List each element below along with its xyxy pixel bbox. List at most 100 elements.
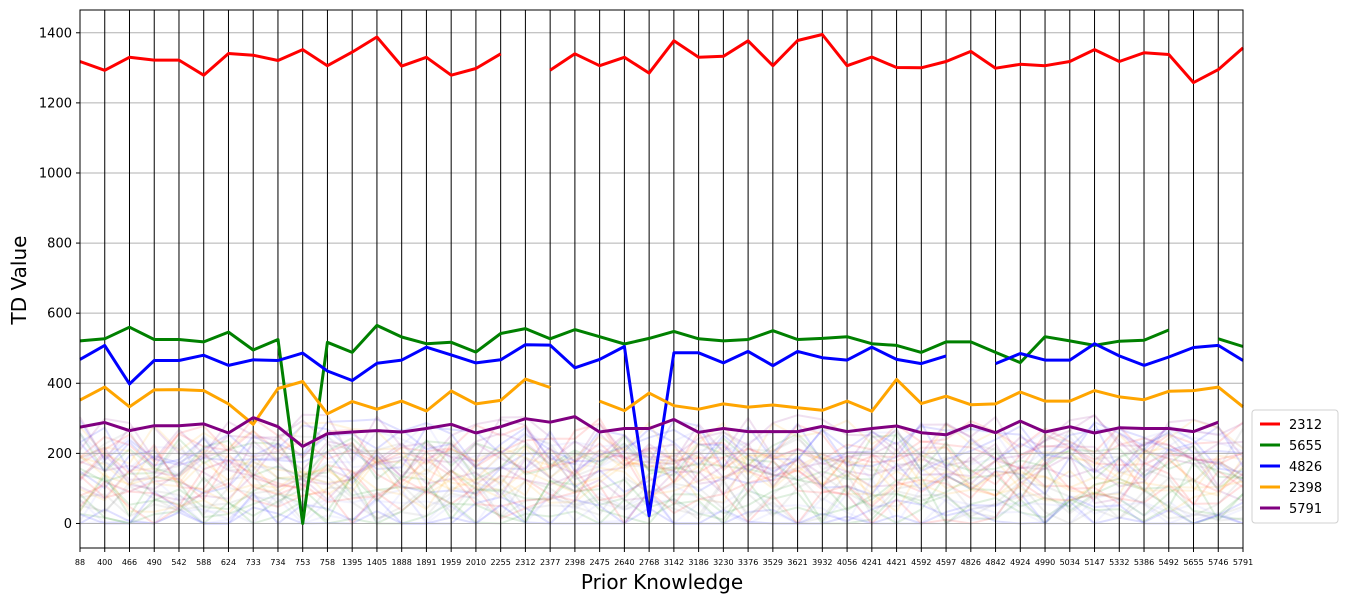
- x-tick-label: 5655: [1183, 558, 1203, 567]
- x-tick-label: 1888: [392, 558, 412, 567]
- x-tick-label: 734: [270, 558, 285, 567]
- background-line: [79, 474, 1244, 526]
- legend-box: [1251, 409, 1339, 524]
- background-line: [79, 472, 1244, 520]
- x-tick-label: 2398: [565, 558, 585, 567]
- x-tick-label: 4842: [985, 558, 1005, 567]
- x-tick-label: 5791: [1233, 558, 1253, 567]
- x-tick-label: 753: [295, 558, 310, 567]
- x-tick-label: 5147: [1084, 558, 1104, 567]
- series-line-2312: [549, 33, 1244, 85]
- x-tick-label: 758: [320, 558, 335, 567]
- x-tick-label: 2640: [614, 558, 634, 567]
- legend-label: 2398: [1289, 481, 1322, 496]
- x-tick-label: 3142: [664, 558, 684, 567]
- x-tick-label: 3230: [713, 558, 733, 567]
- background-line: [79, 473, 1244, 525]
- series-line-5791: [79, 415, 1219, 448]
- background-line: [79, 421, 1244, 471]
- x-tick-label: 2475: [589, 558, 609, 567]
- x-tick-label: 3529: [763, 558, 783, 567]
- y-tick-label: 400: [47, 377, 72, 392]
- x-tick-label: 3376: [738, 558, 758, 567]
- x-tick-label: 1405: [367, 558, 387, 567]
- series-line-2312: [79, 35, 502, 77]
- x-tick-label: 4421: [886, 558, 906, 567]
- background-line: [79, 440, 1244, 490]
- background-lines: [79, 413, 1244, 526]
- background-line: [79, 454, 1244, 505]
- x-tick-label: 2768: [639, 558, 659, 567]
- background-line: [79, 453, 1244, 505]
- y-tick-label: 800: [47, 237, 72, 252]
- series-line-5655: [79, 323, 1170, 525]
- background-line: [79, 498, 1244, 525]
- x-tick-label: 2255: [490, 558, 510, 567]
- x-tick-label: 624: [221, 558, 236, 567]
- x-tick-label: 5332: [1109, 558, 1129, 567]
- x-tick-label: 1959: [441, 558, 461, 567]
- x-tick-label: 3621: [787, 558, 807, 567]
- grid-lines: [80, 32, 1243, 524]
- legend-label: 4826: [1289, 460, 1322, 475]
- legend: 2312 5655 4826 2398 5791: [1251, 409, 1339, 524]
- background-line: [79, 445, 1244, 497]
- y-tick-label: 1200: [39, 96, 72, 111]
- x-tick-label: 4241: [862, 558, 882, 567]
- series-line-4826: [995, 342, 1244, 367]
- y-tick-label: 1000: [39, 166, 72, 181]
- background-line: [79, 428, 1244, 478]
- x-tick-label: 2377: [540, 558, 560, 567]
- x-tick-label: 1891: [416, 558, 436, 567]
- x-tick-label: 1395: [342, 558, 362, 567]
- x-tick-label: 5746: [1208, 558, 1228, 567]
- legend-label: 5791: [1289, 502, 1322, 517]
- legend-label: 5655: [1289, 439, 1322, 454]
- x-tick-label: 5034: [1060, 558, 1080, 567]
- x-tick-label: 400: [97, 558, 112, 567]
- legend-label: 2312: [1289, 418, 1322, 433]
- x-tick-label: 3186: [688, 558, 708, 567]
- x-tick-label: 4056: [837, 558, 857, 567]
- background-line: [79, 465, 1244, 516]
- x-tick-label: 88: [75, 558, 85, 567]
- x-tick-label: 5492: [1159, 558, 1179, 567]
- background-line: [79, 415, 1244, 466]
- y-tick-label: 200: [47, 447, 72, 462]
- series-line-2398: [599, 377, 1244, 413]
- x-axis-ticks: 88 400 466 490 542 588 624 733 734 753 758 1395 1405…: [75, 548, 1253, 567]
- background-line: [79, 434, 1244, 485]
- background-line: [79, 446, 1244, 497]
- background-line: [79, 491, 1244, 525]
- background-line: [79, 432, 1244, 483]
- x-tick-label: 4990: [1035, 558, 1055, 567]
- background-line: [79, 413, 1244, 464]
- background-line: [79, 476, 1244, 525]
- x-tick-label: 490: [147, 558, 162, 567]
- y-axis-ticks: 0 200 400 600 800 1000 1200 1400: [39, 26, 80, 532]
- background-line: [79, 456, 1244, 508]
- background-line: [79, 431, 1244, 482]
- series-line-2398: [79, 377, 551, 426]
- background-line: [79, 480, 1244, 526]
- background-line: [79, 476, 1244, 526]
- x-tick-label: 4826: [961, 558, 981, 567]
- background-line: [79, 461, 1244, 513]
- x-tick-label: 588: [196, 558, 211, 567]
- background-line: [79, 445, 1244, 497]
- x-tick-label: 466: [122, 558, 137, 567]
- series-line-4826: [79, 343, 947, 518]
- category-vertical-lines: [79, 10, 1244, 548]
- background-line: [79, 447, 1244, 496]
- x-tick-label: 4592: [911, 558, 931, 567]
- y-tick-label: 600: [47, 307, 72, 322]
- y-tick-label: 0: [64, 517, 72, 532]
- x-tick-label: 5386: [1134, 558, 1154, 567]
- x-tick-label: 4597: [936, 558, 956, 567]
- background-line: [79, 473, 1244, 520]
- y-axis-label: TD Value: [7, 236, 31, 326]
- background-line: [79, 489, 1244, 526]
- background-line: [79, 429, 1244, 481]
- background-line: [79, 431, 1244, 479]
